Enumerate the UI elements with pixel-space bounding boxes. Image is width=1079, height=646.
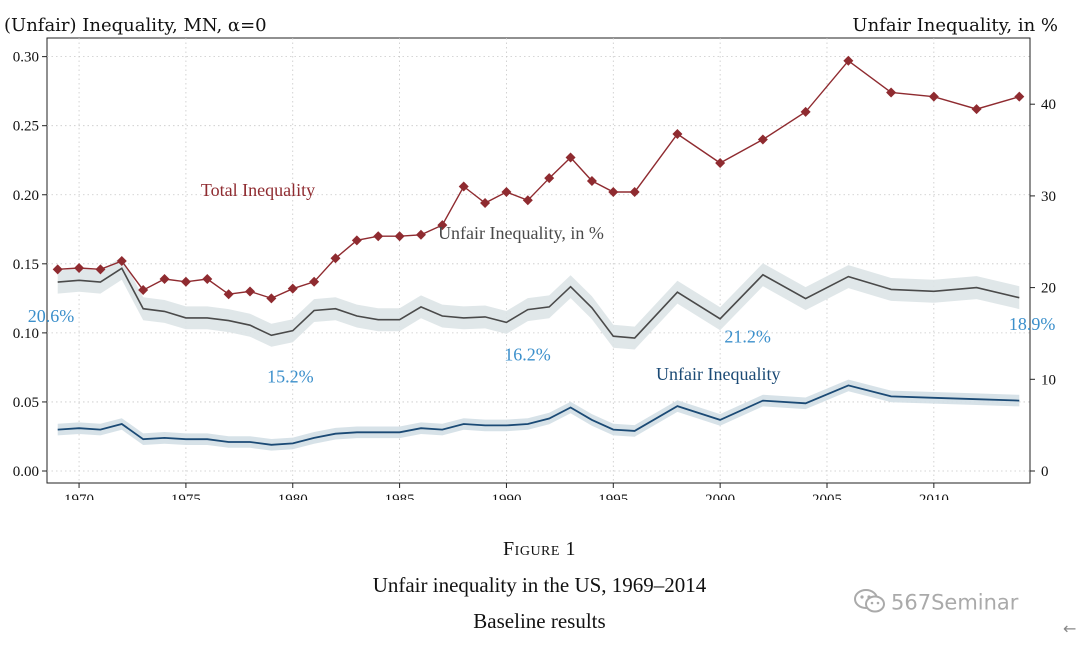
- total-point: [159, 274, 170, 285]
- y-left-tick-label: 0.25: [13, 119, 39, 135]
- total-point: [394, 231, 405, 242]
- total-point: [1014, 91, 1025, 102]
- total-point: [202, 274, 213, 285]
- total-point: [886, 87, 897, 98]
- percent-annotation: 15.2%: [267, 367, 314, 387]
- total-markers: [52, 55, 1025, 304]
- percent-line: [57, 267, 1020, 339]
- total-point: [586, 175, 597, 186]
- total-point: [843, 55, 854, 66]
- total-point: [180, 276, 191, 287]
- total-point: [608, 186, 619, 197]
- total-point: [715, 157, 726, 168]
- total-point: [266, 293, 277, 304]
- y-right-tick-label: 10: [1041, 372, 1056, 388]
- watermark-text: 567Seminar: [891, 590, 1019, 615]
- percent-confidence-band: [57, 256, 1020, 350]
- total-point: [287, 283, 298, 294]
- x-tick-label: 1985: [385, 492, 415, 500]
- total-point: [245, 286, 256, 297]
- figure-title: Unfair inequality in the US, 1969–2014: [372, 573, 707, 597]
- total-point: [95, 264, 106, 275]
- left-axis-title: (Unfair) Inequality, MN, α=0: [4, 15, 267, 36]
- unfair-confidence-band: [57, 379, 1020, 451]
- back-arrow-icon[interactable]: ←: [1063, 619, 1077, 638]
- y-left-tick-label: 0.20: [13, 188, 39, 204]
- y-left-tick-label: 0.15: [13, 257, 39, 273]
- total-point: [522, 195, 533, 206]
- figure-subtitle: Baseline results: [473, 609, 606, 633]
- x-tick-label: 1995: [598, 492, 628, 500]
- percent-annotation: 20.6%: [28, 306, 75, 326]
- total-point: [373, 231, 384, 242]
- y-left-tick-label: 0.00: [13, 464, 39, 480]
- wechat-icon: [853, 588, 887, 619]
- total-point: [52, 264, 63, 275]
- total-point: [565, 152, 576, 163]
- total-point: [800, 106, 811, 117]
- gridlines: [47, 38, 1030, 483]
- total-point: [629, 186, 640, 197]
- y-right-tick-label: 30: [1041, 189, 1056, 205]
- x-tick-label: 2005: [812, 492, 842, 500]
- total-point: [757, 134, 768, 145]
- total-point: [544, 173, 555, 184]
- total-point: [138, 285, 149, 296]
- x-tick-label: 2000: [705, 492, 735, 500]
- y-left-tick-label: 0.10: [13, 326, 39, 342]
- total-point: [501, 186, 512, 197]
- plot-frame: [46, 37, 1031, 484]
- series-label: Unfair Inequality, in %: [438, 223, 604, 243]
- total-point: [223, 289, 234, 300]
- figure-number: Figure 1: [503, 538, 576, 560]
- total-point: [480, 198, 491, 209]
- series-label: Total Inequality: [201, 180, 315, 200]
- percent-annotation: 18.9%: [1009, 314, 1056, 334]
- x-tick-label: 1975: [171, 492, 201, 500]
- total-point: [458, 181, 469, 192]
- y-left-tick-label: 0.30: [13, 50, 39, 66]
- total-point: [116, 256, 127, 267]
- total-point: [928, 91, 939, 102]
- total-point: [309, 276, 320, 287]
- y-left-tick-label: 0.05: [13, 395, 39, 411]
- total-point: [971, 104, 982, 115]
- unfair-inequality-chart: 0.00 0.05 0.10 0.15 0.20 0.25 0.30 0 10 20 30 40 197…: [13, 37, 1056, 500]
- series-label: Unfair Inequality: [656, 364, 780, 384]
- y-right-tick-label: 0: [1041, 464, 1049, 480]
- x-tick-label: 1970: [64, 492, 94, 500]
- y-right-tick-label: 40: [1041, 97, 1056, 113]
- x-tick-label: 1980: [278, 492, 308, 500]
- percent-annotation: 21.2%: [724, 327, 771, 347]
- total-point: [351, 235, 362, 246]
- total-point: [330, 253, 341, 264]
- watermark: 567Seminar: [853, 588, 1018, 619]
- right-axis-title: Unfair Inequality, in %: [852, 15, 1058, 36]
- x-tick-label: 1990: [491, 492, 521, 500]
- percent-annotation: 16.2%: [504, 345, 551, 365]
- total-point: [74, 262, 85, 273]
- total-point: [672, 128, 683, 139]
- y-right-tick-label: 20: [1041, 281, 1056, 297]
- total-point: [415, 229, 426, 240]
- x-tick-label: 2010: [919, 492, 949, 500]
- total-point: [437, 220, 448, 231]
- unfair-line: [57, 384, 1020, 446]
